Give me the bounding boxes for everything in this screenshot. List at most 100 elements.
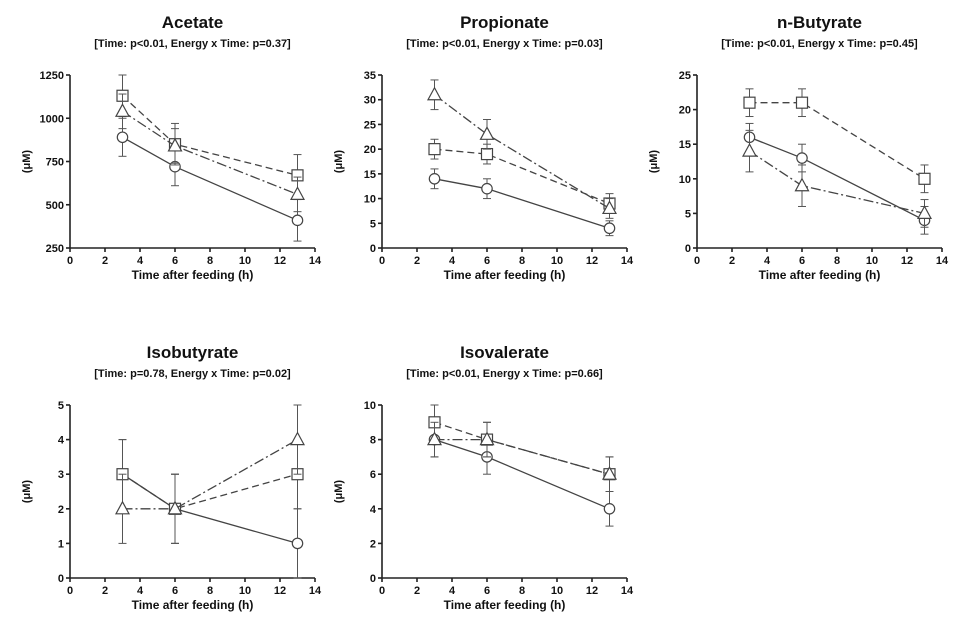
y-tick-label: 30 <box>364 95 376 107</box>
x-tick-label: 2 <box>414 585 420 597</box>
x-tick-label: 6 <box>172 255 178 267</box>
x-tick-label: 12 <box>274 585 286 597</box>
y-axis-label: (μM) <box>21 480 33 504</box>
x-tick-label: 4 <box>449 585 456 597</box>
x-tick-label: 0 <box>379 585 385 597</box>
y-tick-label: 0 <box>370 573 376 585</box>
marker-triangle-0 <box>114 103 131 117</box>
marker-circle-1 <box>481 182 493 195</box>
x-tick-label: 0 <box>694 255 700 267</box>
x-tick-label: 2 <box>102 585 108 597</box>
marker-square-0 <box>428 143 441 156</box>
y-tick-label: 15 <box>679 139 691 151</box>
marker-circle-0 <box>428 173 441 185</box>
x-axis-label: Time after feeding (h) <box>132 268 254 282</box>
x-axis-label: Time after feeding (h) <box>759 268 881 282</box>
series-square <box>116 74 304 197</box>
panel-subtitle: [Time: p=0.78, Energy x Time: p=0.02] <box>94 368 291 380</box>
x-tick-label: 2 <box>729 255 735 267</box>
y-tick-label: 10 <box>364 194 376 206</box>
marker-triangle-2 <box>601 200 618 215</box>
series-line-circle <box>434 178 610 229</box>
panel-1: Propionate [Time: p<0.01, Energy x Time: … <box>333 13 634 282</box>
marker-triangle-2 <box>289 186 306 200</box>
series-triangle <box>741 129 933 228</box>
series-line-square <box>749 102 925 180</box>
y-tick-label: 0 <box>58 573 64 585</box>
series-circle <box>116 117 304 242</box>
x-tick-label: 4 <box>137 255 144 267</box>
x-tick-label: 8 <box>834 255 840 267</box>
y-axis-label: (μM) <box>648 150 660 174</box>
x-tick-label: 10 <box>239 255 251 267</box>
x-tick-label: 14 <box>309 585 322 597</box>
y-tick-label: 4 <box>370 504 377 516</box>
marker-triangle-0 <box>426 86 443 101</box>
panel-subtitle: [Time: p<0.01, Energy x Time: p=0.66] <box>406 368 603 380</box>
y-axis-label: (μM) <box>333 480 345 504</box>
x-axis-label: Time after feeding (h) <box>132 598 254 612</box>
y-tick-label: 0 <box>370 243 376 255</box>
x-tick-label: 6 <box>172 585 178 597</box>
y-tick-label: 1 <box>58 538 64 550</box>
x-tick-label: 0 <box>67 585 73 597</box>
y-tick-label: 5 <box>58 400 64 412</box>
marker-triangle-0 <box>741 142 758 157</box>
x-tick-label: 8 <box>519 255 525 267</box>
marker-circle-0 <box>116 131 129 144</box>
panel-4: Isovalerate [Time: p<0.01, Energy x Time:… <box>333 343 634 612</box>
x-tick-label: 10 <box>551 585 563 597</box>
x-tick-label: 2 <box>414 255 420 267</box>
y-axis-label: (μM) <box>333 150 345 174</box>
x-axis-label: Time after feeding (h) <box>444 598 566 612</box>
series-triangle <box>114 93 306 213</box>
x-tick-label: 10 <box>866 255 878 267</box>
y-tick-label: 25 <box>679 70 691 82</box>
marker-triangle-2 <box>601 465 618 480</box>
marker-square-1 <box>795 96 809 109</box>
x-tick-label: 8 <box>519 585 525 597</box>
series-square <box>428 404 616 492</box>
panel-3: Isobutyrate [Time: p=0.78, Energy x Time:… <box>21 343 322 612</box>
marker-square-2 <box>918 172 931 185</box>
marker-circle-2 <box>291 214 304 227</box>
y-tick-label: 1000 <box>40 113 64 125</box>
x-tick-label: 14 <box>309 255 322 267</box>
x-tick-label: 4 <box>764 255 771 267</box>
y-tick-label: 0 <box>685 243 691 255</box>
y-tick-label: 5 <box>685 208 691 220</box>
x-tick-label: 14 <box>621 255 634 267</box>
panel-title: Isovalerate <box>460 343 549 362</box>
y-tick-label: 10 <box>679 174 691 186</box>
series-square <box>743 88 931 194</box>
y-tick-label: 1250 <box>40 70 64 82</box>
y-tick-label: 3 <box>58 469 64 481</box>
x-tick-label: 12 <box>274 255 286 267</box>
series-circle <box>428 168 616 237</box>
marker-circle-1 <box>796 152 808 164</box>
series-triangle <box>426 421 618 492</box>
panel-title: n-Butyrate <box>777 13 862 32</box>
panel-subtitle: [Time: p<0.01, Energy x Time: p=0.03] <box>406 38 603 50</box>
series-line-triangle <box>122 439 298 510</box>
panel-0: Acetate [Time: p<0.01, Energy x Time: p=0… <box>21 13 322 282</box>
series-square <box>428 138 616 214</box>
y-tick-label: 750 <box>46 157 64 169</box>
marker-square-0 <box>743 96 756 109</box>
x-tick-label: 6 <box>484 255 490 267</box>
series-line-square <box>122 473 298 510</box>
series-line-circle <box>749 136 925 221</box>
series-circle <box>743 122 931 235</box>
x-tick-label: 0 <box>379 255 385 267</box>
y-tick-label: 5 <box>370 218 376 230</box>
y-tick-label: 20 <box>679 105 691 117</box>
panel-title: Acetate <box>162 13 223 32</box>
x-tick-label: 6 <box>484 585 490 597</box>
x-tick-label: 14 <box>936 255 949 267</box>
y-tick-label: 15 <box>364 169 376 181</box>
x-tick-label: 10 <box>239 585 251 597</box>
x-tick-label: 12 <box>586 255 598 267</box>
marker-triangle-1 <box>167 137 183 152</box>
x-tick-label: 0 <box>67 255 73 267</box>
panel-title: Isobutyrate <box>147 343 239 362</box>
